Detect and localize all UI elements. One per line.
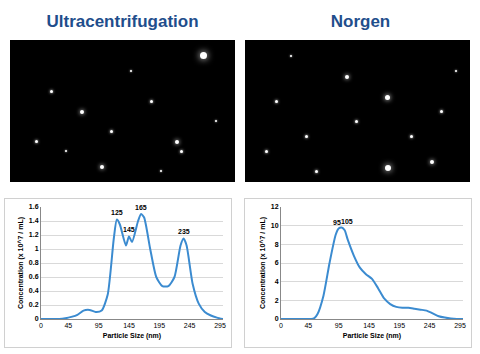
svg-text:195: 195 xyxy=(393,322,405,329)
svg-text:145: 145 xyxy=(363,322,375,329)
svg-text:95: 95 xyxy=(333,219,341,226)
svg-text:45: 45 xyxy=(64,322,72,329)
svg-text:195: 195 xyxy=(153,322,165,329)
svg-text:8: 8 xyxy=(275,241,279,248)
svg-text:295: 295 xyxy=(214,322,226,329)
svg-text:10: 10 xyxy=(271,222,279,229)
svg-text:245: 245 xyxy=(424,322,436,329)
svg-text:1.6: 1.6 xyxy=(29,203,39,210)
svg-text:165: 165 xyxy=(135,204,147,211)
svg-text:Concentration (x 10^7 / mL): Concentration (x 10^7 / mL) xyxy=(259,217,267,309)
svg-text:0.4: 0.4 xyxy=(29,287,39,294)
svg-text:0: 0 xyxy=(275,315,279,322)
svg-text:12: 12 xyxy=(271,203,279,210)
svg-text:235: 235 xyxy=(178,228,190,235)
svg-text:0.6: 0.6 xyxy=(29,273,39,280)
svg-text:0.2: 0.2 xyxy=(29,301,39,308)
svg-text:2: 2 xyxy=(275,297,279,304)
svg-text:6: 6 xyxy=(275,259,279,266)
svg-text:0: 0 xyxy=(39,322,43,329)
svg-text:145: 145 xyxy=(123,226,135,233)
svg-text:145: 145 xyxy=(123,322,135,329)
svg-text:125: 125 xyxy=(111,209,123,216)
svg-text:295: 295 xyxy=(454,322,466,329)
svg-text:4: 4 xyxy=(275,278,279,285)
html-text:Norgen: Norgen xyxy=(330,12,391,31)
svg-text:45: 45 xyxy=(304,322,312,329)
svg-text:0.8: 0.8 xyxy=(29,259,39,266)
svg-text:95: 95 xyxy=(335,322,343,329)
svg-text:0: 0 xyxy=(279,322,283,329)
svg-text:95: 95 xyxy=(95,322,103,329)
svg-text:1.2: 1.2 xyxy=(29,231,39,238)
svg-text:105: 105 xyxy=(341,218,353,225)
svg-text:Particle Size (nm): Particle Size (nm) xyxy=(343,332,401,340)
svg-text:1: 1 xyxy=(35,245,39,252)
svg-text:Particle Size (nm): Particle Size (nm) xyxy=(103,332,161,340)
svg-text:1.4: 1.4 xyxy=(29,217,39,224)
html-text:Ultracentrifugation: Ultracentrifugation xyxy=(46,12,199,31)
svg-text:0: 0 xyxy=(35,315,39,322)
svg-text:245: 245 xyxy=(184,322,196,329)
svg-text:Concentration (x 10^7 / mL): Concentration (x 10^7 / mL) xyxy=(17,217,25,309)
